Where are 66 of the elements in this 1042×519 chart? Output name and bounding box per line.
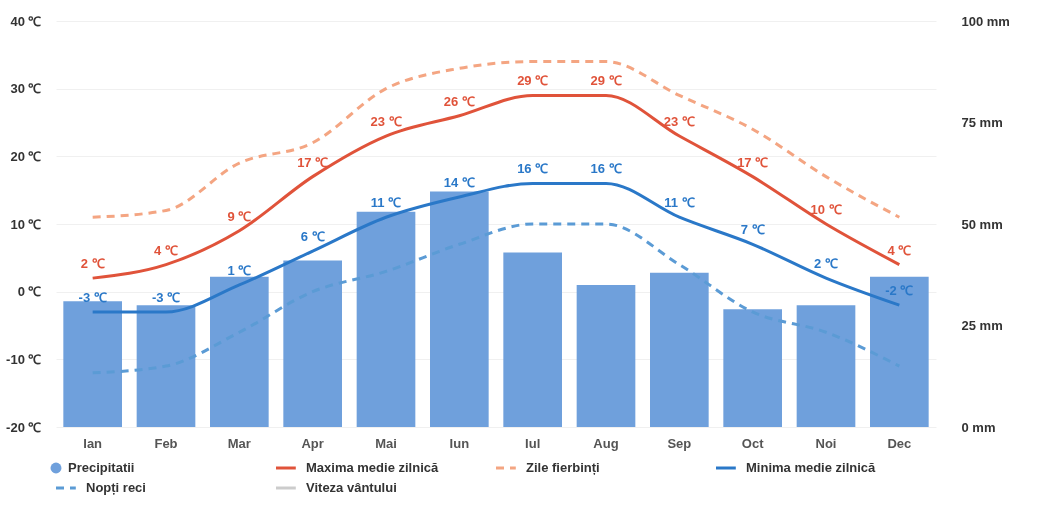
bar — [503, 252, 562, 427]
data-label: 11 ℃ — [664, 195, 695, 211]
x-tick-label: Apr — [301, 435, 324, 451]
data-label: 16 ℃ — [590, 161, 622, 177]
bar — [796, 305, 856, 427]
bar — [870, 276, 929, 427]
bar — [650, 272, 709, 427]
y-tick-label: 20 ℃ — [10, 148, 42, 164]
x-tick-label: Sep — [667, 435, 692, 451]
x-tick-label: Oct — [741, 435, 765, 451]
data-label: 4 ℃ — [887, 242, 912, 258]
data-label: 29 ℃ — [517, 73, 549, 89]
bar — [576, 284, 636, 427]
data-label: 26 ℃ — [443, 93, 475, 109]
data-label: -2 ℃ — [885, 283, 914, 299]
data-label: 7 ℃ — [740, 222, 765, 238]
x-tick-label: Ian — [83, 435, 103, 451]
y-tick-label: 10 ℃ — [10, 216, 42, 232]
data-label: -3 ℃ — [78, 289, 107, 305]
y-tick-label: 30 ℃ — [10, 81, 42, 97]
x-tick-label: Dec — [887, 435, 912, 451]
data-label: 29 ℃ — [590, 73, 622, 89]
x-tick-label: Noi — [815, 435, 837, 451]
x-tick-label: Aug — [593, 435, 619, 451]
legend-label: Precipitatii — [68, 460, 135, 475]
data-label: 2 ℃ — [80, 256, 105, 272]
y2-tick-label: 100 mm — [961, 13, 1010, 29]
data-label: 16 ℃ — [517, 161, 549, 177]
y-tick-label: -10 ℃ — [6, 351, 42, 367]
x-tick-label: Iun — [449, 435, 470, 451]
x-tick-label: Mar — [227, 435, 251, 451]
data-label: 11 ℃ — [370, 195, 402, 211]
y-tick-label: 0 ℃ — [17, 284, 42, 300]
y2-tick-label: 75 mm — [961, 115, 1003, 130]
x-tick-label: Mai — [375, 435, 397, 451]
bar — [136, 305, 196, 427]
y2-tick-label: 0 mm — [961, 419, 996, 435]
bar — [283, 260, 342, 427]
legend-label: Nopți reci — [86, 480, 146, 495]
legend-label: Zile fierbinți — [526, 460, 600, 475]
bar — [356, 211, 416, 427]
x-tick-label: Feb — [154, 435, 178, 451]
data-label: 23 ℃ — [370, 114, 402, 130]
bar — [63, 301, 122, 427]
data-label: 4 ℃ — [154, 242, 178, 258]
data-label: 14 ℃ — [443, 174, 475, 190]
y-tick-label: -20 ℃ — [6, 419, 42, 435]
x-tick-label: Iul — [525, 435, 541, 451]
bar — [723, 309, 782, 427]
data-label: 23 ℃ — [663, 114, 695, 130]
data-label: 17 ℃ — [297, 154, 329, 170]
data-label: 9 ℃ — [227, 208, 252, 224]
data-label: 2 ℃ — [814, 256, 838, 272]
data-label: -3 ℃ — [151, 289, 181, 305]
y2-tick-label: 50 mm — [961, 216, 1003, 232]
data-label: 17 ℃ — [737, 154, 769, 170]
legend-label: Minima medie zilnică — [746, 460, 877, 475]
y2-tick-label: 25 mm — [961, 318, 1003, 333]
y-tick-label: 40 ℃ — [10, 13, 42, 29]
legend-label: Viteza vântului — [306, 480, 397, 495]
bar — [430, 191, 489, 427]
data-label: 10 ℃ — [810, 202, 842, 217]
legend-label: Maxima medie zilnică — [306, 460, 439, 475]
bar — [210, 276, 269, 427]
data-label: 1 ℃ — [227, 262, 252, 278]
data-label: 6 ℃ — [300, 229, 325, 245]
